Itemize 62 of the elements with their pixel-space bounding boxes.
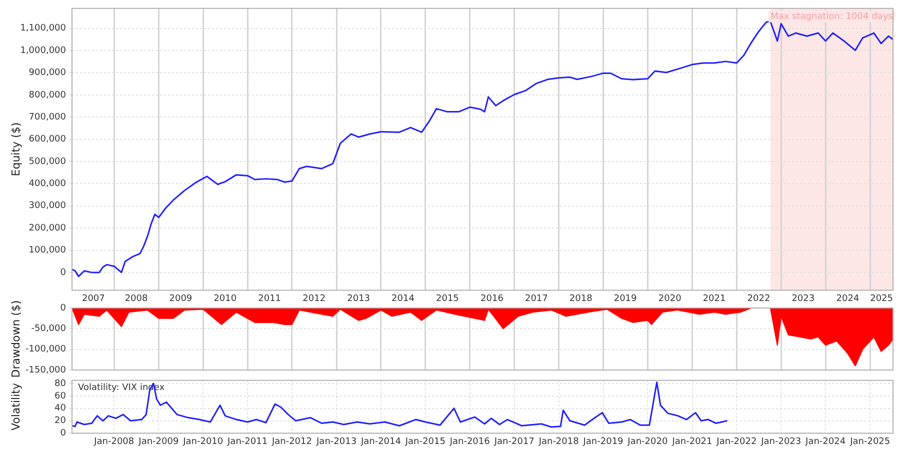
x-tick-label: 2017 <box>524 294 548 304</box>
x-tick-label: 2009 <box>169 294 192 304</box>
band-label: Max stagnation: 1004 days <box>770 12 894 22</box>
x-tick-label: Jan-2022 <box>716 436 757 447</box>
y-tick-label: 400,000 <box>28 179 66 190</box>
x-tick-label: 2008 <box>124 294 148 304</box>
y-tick-label: 100,000 <box>28 246 66 256</box>
x-tick-label: Jan-2009 <box>138 436 179 447</box>
x-tick-label: 2025 <box>870 294 894 304</box>
x-tick-label: Jan-2016 <box>448 436 490 447</box>
x-tick-label: Jan-2013 <box>316 436 357 447</box>
x-tick-label: Jan-2018 <box>538 436 580 447</box>
x-tick-label: 2019 <box>614 294 638 304</box>
x-tick-label: Jan-2011 <box>226 436 268 447</box>
y-tick-label: 0 <box>60 303 66 314</box>
x-tick-label: Jan-2025 <box>849 436 890 447</box>
x-tick-label: Jan-2010 <box>182 436 224 447</box>
x-tick-label: Jan-2020 <box>626 436 668 447</box>
x-tick-label: 2021 <box>702 294 726 304</box>
x-tick-label: 2015 <box>436 294 459 304</box>
y-tick-label: 80 <box>54 378 66 389</box>
x-tick-label: 2023 <box>792 294 815 304</box>
x-tick-label: 2010 <box>214 294 237 304</box>
y-tick-label: 60 <box>54 391 66 402</box>
x-tick-label: Jan-2012 <box>270 436 312 447</box>
x-tick-label: Jan-2015 <box>404 436 446 447</box>
y-tick-label: 500,000 <box>28 156 66 167</box>
x-tick-label: Jan-2021 <box>671 436 712 447</box>
y-tick-label: 40 <box>54 404 66 414</box>
x-tick-label: 2012 <box>302 294 326 304</box>
y-tick-label: 0 <box>60 428 66 439</box>
y-axis-title: Volatility <box>9 382 22 431</box>
y-tick-label: 700,000 <box>28 112 66 122</box>
y-tick-label: 200,000 <box>28 223 66 234</box>
y-tick-label: -50,000 <box>31 324 66 334</box>
y-axis-title: Drawdown ($) <box>9 300 22 378</box>
y-tick-label: 20 <box>54 416 66 426</box>
x-tick-label: 2011 <box>258 294 282 304</box>
y-axis-title: Equity ($) <box>9 122 22 176</box>
x-tick-label: 2014 <box>392 294 415 304</box>
x-tick-label: Jan-2014 <box>360 436 402 447</box>
x-tick-label: Jan-2008 <box>93 436 134 447</box>
y-tick-label: 1,100,000 <box>20 24 66 34</box>
y-tick-label: 900,000 <box>28 68 66 78</box>
x-tick-label: Jan-2023 <box>760 436 802 447</box>
x-tick-label: 2007 <box>82 294 105 304</box>
y-tick-label: -100,000 <box>26 344 66 355</box>
y-tick-label: 300,000 <box>28 201 66 212</box>
x-tick-label: Jan-2019 <box>582 436 624 447</box>
y-tick-label: 1,000,000 <box>20 46 66 56</box>
x-tick-label: 2022 <box>747 294 770 304</box>
x-tick-label: 2016 <box>480 294 504 304</box>
y-tick-label: -150,000 <box>26 365 66 376</box>
x-tick-label: 2020 <box>658 294 682 304</box>
x-tick-label: Jan-2024 <box>804 436 846 447</box>
y-tick-label: 800,000 <box>28 90 66 100</box>
x-tick-label: Jan-2017 <box>493 436 534 447</box>
y-tick-label: 0 <box>60 268 66 278</box>
x-tick-label: 2013 <box>347 294 370 304</box>
x-tick-label: 2018 <box>569 294 593 304</box>
x-tick-label: 2024 <box>836 294 860 304</box>
y-tick-label: 600,000 <box>28 134 66 145</box>
